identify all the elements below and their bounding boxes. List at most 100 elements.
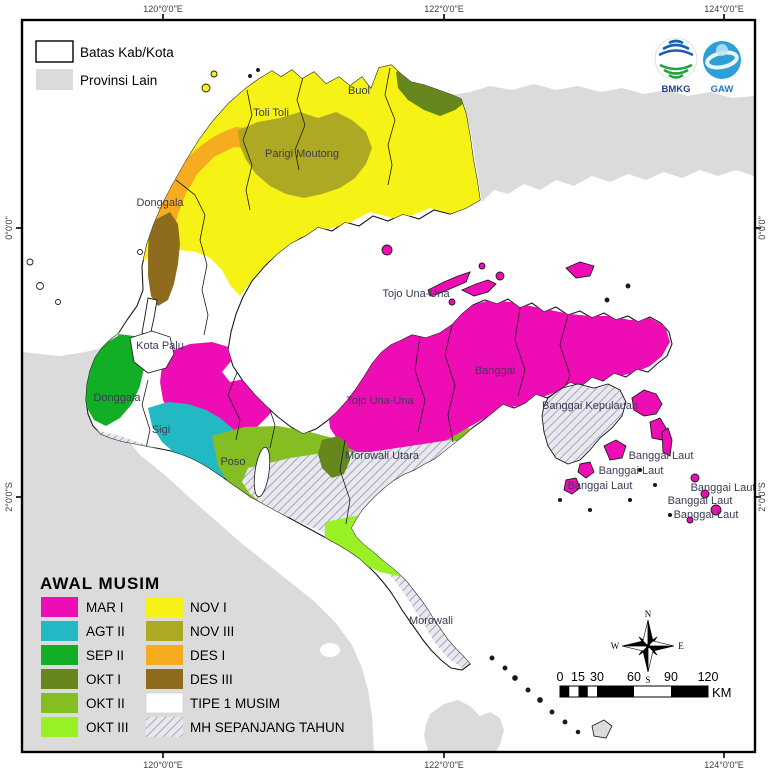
- coord-top-122e: 122°0'0"E: [424, 4, 464, 14]
- legend-nov3: NOV III: [190, 624, 234, 639]
- compass-e: E: [678, 641, 684, 651]
- label-banggai-laut-2: Banggai Laut: [599, 465, 664, 477]
- compass-s: S: [645, 675, 650, 685]
- swatch-mar1: [41, 597, 78, 617]
- legend-okt2: OKT II: [86, 696, 125, 711]
- map-frame: 120°0'0"E 122°0'0"E 124°0'0"E 120°0'0"E …: [4, 4, 767, 770]
- province-west-south-sulawesi: [23, 352, 374, 751]
- legend-okt3: OKT III: [86, 720, 129, 735]
- label-banggai-laut-5: Banggai Laut: [668, 495, 733, 507]
- label-banggai-kepulauan: Banggai Kepulauan: [542, 400, 638, 412]
- label-morowali: Morowali: [409, 615, 453, 627]
- label-kota-palu: Kota Palu: [136, 340, 184, 352]
- scale-seg-1: [560, 686, 570, 697]
- compass-w: W: [611, 641, 620, 651]
- coord-top-120e: 120°0'0"E: [143, 4, 183, 14]
- label-banggai-laut-4: Banggai Laut: [691, 482, 756, 494]
- label-banggai-laut-6: Banggai Laut: [674, 509, 739, 521]
- district-boundaries: [141, 67, 571, 525]
- label-buol: Buol: [348, 85, 370, 97]
- label-toli-toli: Toli Toli: [253, 107, 289, 119]
- frame-rect: [20, 18, 757, 754]
- swatch-okt1: [41, 669, 78, 689]
- swatch-provinsi-lain: [36, 69, 73, 90]
- scale-tick-15: 15: [571, 670, 585, 684]
- label-parigi-moutong: Parigi Moutong: [265, 148, 339, 160]
- legend-tipe1: TIPE 1 MUSIM: [190, 696, 280, 711]
- legend-des3: DES III: [190, 672, 233, 687]
- legend-mar1: MAR I: [86, 600, 124, 615]
- gaw-cap: [716, 44, 728, 56]
- label-donggala: Donggala: [93, 392, 141, 404]
- swatch-batas-kab-kota: [35, 40, 74, 63]
- island-banggai-kepulauan: [541, 383, 627, 465]
- scale-unit: KM: [712, 685, 732, 700]
- swatch-tipe1: [145, 692, 184, 714]
- zone-okt1-sliver: [318, 436, 350, 478]
- label-tojo-una-una: Tojo Una-Una: [346, 395, 414, 407]
- province-north-sulawesi: [446, 84, 754, 202]
- gaw-logo-circle: [703, 41, 741, 79]
- label-sigi: Sigi: [152, 424, 170, 436]
- coord-right-0: 0°0'0": [757, 216, 767, 240]
- province-southeast-coast: [424, 700, 504, 751]
- legend-agt2: AGT II: [86, 624, 125, 639]
- label-banggai: Banggai: [475, 365, 515, 377]
- scale-tick-30: 30: [590, 670, 604, 684]
- scale-tick-90: 90: [664, 670, 678, 684]
- swatch-nov1: [146, 597, 183, 617]
- label-tojo-islands: Tojo Una-Una: [382, 288, 450, 300]
- bmkg-logo-text: BMKG: [661, 84, 690, 95]
- label-banggai-laut-3: Banggai Laut: [568, 480, 633, 492]
- coord-bottom-120e: 120°0'0"E: [143, 760, 183, 770]
- scale-seg-2: [578, 686, 588, 697]
- zone-nov3-parigi: [238, 112, 372, 198]
- scale-tick-0: 0: [557, 670, 564, 684]
- swatch-des3: [146, 669, 183, 689]
- boundary-legend: Batas Kab/Kota Provinsi Lain: [35, 40, 174, 90]
- compass-center: [646, 644, 650, 648]
- season-legend: AWAL MUSIM MAR I AGT II SEP II OKT I OKT…: [40, 574, 345, 737]
- islands: [26, 68, 722, 735]
- label-poso: Poso: [220, 456, 245, 468]
- lake-towuti: [341, 571, 373, 599]
- coord-bottom-122e: 122°0'0"E: [424, 760, 464, 770]
- legend-mh: MH SEPANJANG TAHUN: [190, 720, 345, 735]
- swatch-mh: [146, 717, 183, 737]
- legend-okt1: OKT I: [86, 672, 121, 687]
- zone-des3-coast-strip: [148, 212, 180, 306]
- swatch-okt2: [41, 693, 78, 713]
- gaw-logo-text: GAW: [711, 84, 734, 95]
- scale-seg-4: [671, 686, 708, 697]
- kota-palu-boundary: [129, 330, 175, 374]
- label-donggala-north: Donggala: [136, 197, 184, 209]
- label-banggai-laut-1: Banggai Laut: [629, 450, 694, 462]
- other-provinces: [23, 84, 754, 751]
- zone-mar1-east: [328, 300, 670, 458]
- coord-top-124e: 124°0'0"E: [704, 4, 744, 14]
- scale-tick-60: 60: [627, 670, 641, 684]
- lake-matano: [320, 643, 340, 657]
- label-morowali-utara: Morowali Utara: [345, 450, 420, 462]
- bmkg-blue-waves: [658, 39, 694, 57]
- swatch-agt2: [41, 621, 78, 641]
- compass-n: N: [645, 609, 652, 619]
- compass-rose: N S E W: [611, 609, 685, 685]
- coord-bottom-124e: 124°0'0"E: [704, 760, 744, 770]
- axis-ticks: [16, 14, 761, 758]
- swatch-sep2: [41, 645, 78, 665]
- compass-points: [621, 619, 675, 673]
- legend-nov1: NOV I: [190, 600, 227, 615]
- scale-seg-3: [597, 686, 634, 697]
- legend-provinsi-lain: Provinsi Lain: [80, 73, 157, 88]
- legend-batas-kab-kota: Batas Kab/Kota: [80, 45, 174, 60]
- bmkg-logo: BMKG: [654, 37, 698, 95]
- coord-right-2s: 2°0'0"S: [757, 482, 767, 512]
- legend-sep2: SEP II: [86, 648, 124, 663]
- gaw-logo: GAW: [703, 41, 741, 95]
- swatch-nov3: [146, 621, 183, 641]
- swatch-des1: [146, 645, 183, 665]
- swatch-okt3: [41, 717, 78, 737]
